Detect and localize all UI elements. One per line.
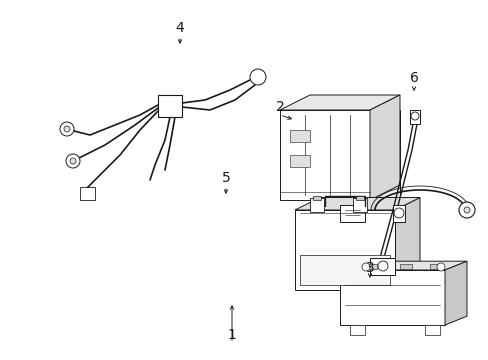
Polygon shape xyxy=(355,196,363,200)
Polygon shape xyxy=(294,210,394,290)
Polygon shape xyxy=(280,95,399,110)
Polygon shape xyxy=(312,196,320,200)
Circle shape xyxy=(436,263,444,271)
Circle shape xyxy=(377,261,387,271)
Polygon shape xyxy=(339,205,364,222)
Polygon shape xyxy=(369,95,399,200)
Polygon shape xyxy=(399,264,411,269)
Polygon shape xyxy=(369,258,394,275)
Circle shape xyxy=(64,126,70,132)
Circle shape xyxy=(60,122,74,136)
Text: 2: 2 xyxy=(275,100,284,114)
Polygon shape xyxy=(424,325,439,335)
Text: 3: 3 xyxy=(365,261,374,275)
Circle shape xyxy=(249,69,265,85)
Polygon shape xyxy=(309,198,324,212)
Polygon shape xyxy=(289,130,309,142)
Text: 5: 5 xyxy=(221,171,230,185)
Polygon shape xyxy=(349,325,364,335)
Circle shape xyxy=(361,263,369,271)
Polygon shape xyxy=(289,155,309,167)
Polygon shape xyxy=(409,110,419,124)
Polygon shape xyxy=(80,187,95,200)
Circle shape xyxy=(393,208,403,218)
Polygon shape xyxy=(158,95,182,117)
Text: 6: 6 xyxy=(409,71,418,85)
Polygon shape xyxy=(299,255,389,285)
Text: 4: 4 xyxy=(175,21,184,35)
Polygon shape xyxy=(294,198,419,210)
Circle shape xyxy=(66,154,80,168)
Polygon shape xyxy=(280,110,369,200)
Circle shape xyxy=(463,207,469,213)
Circle shape xyxy=(458,202,474,218)
Polygon shape xyxy=(309,110,399,200)
Polygon shape xyxy=(394,198,419,290)
Polygon shape xyxy=(339,270,444,325)
Polygon shape xyxy=(392,205,404,222)
Polygon shape xyxy=(352,198,366,212)
Circle shape xyxy=(410,112,418,120)
Polygon shape xyxy=(444,261,466,325)
Polygon shape xyxy=(339,261,466,270)
Circle shape xyxy=(70,158,76,164)
Polygon shape xyxy=(364,264,376,269)
Polygon shape xyxy=(429,264,441,269)
Text: 1: 1 xyxy=(227,328,236,342)
